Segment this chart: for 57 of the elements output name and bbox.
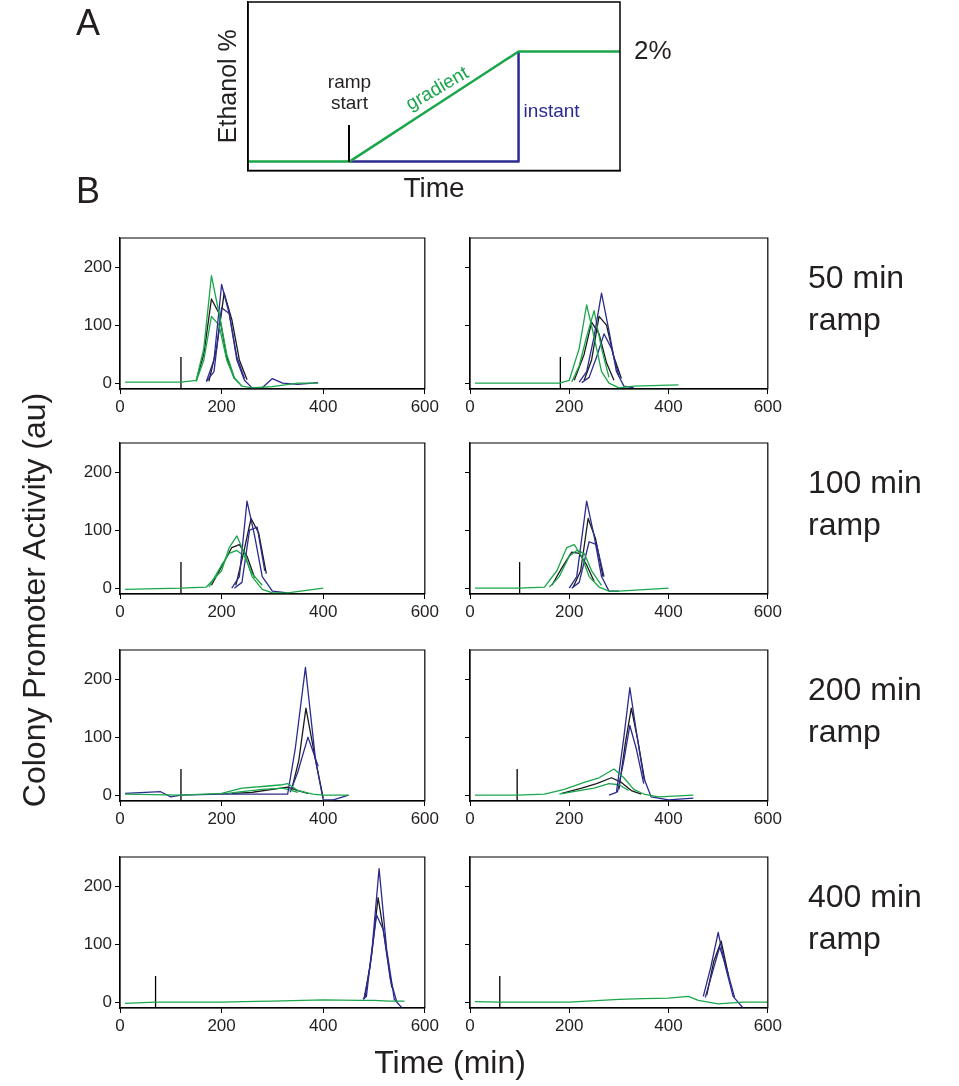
x-axis-title: Time (min) [374, 1044, 526, 1081]
x-tick-label: 600 [753, 601, 783, 621]
x-tick-label: 400 [654, 396, 683, 416]
x-tick-label: 200 [207, 396, 236, 416]
x-tick-label: 600 [410, 1015, 440, 1035]
x-tick-label: 400 [654, 601, 683, 621]
x-tick-label: 200 [555, 396, 584, 416]
y-tick-label: 0 [102, 784, 112, 804]
x-tick-label: 0 [465, 396, 475, 416]
y-tick-label: 200 [83, 668, 112, 688]
x-tick-label: 600 [753, 396, 783, 416]
annotation: instant [523, 100, 581, 122]
x-tick-label: 0 [115, 601, 125, 621]
x-tick-label: 0 [465, 1015, 475, 1035]
text: 200 min ramp [808, 670, 923, 752]
text: B [76, 170, 101, 212]
x-tick-label: 0 [115, 808, 125, 828]
x-tick-label: 400 [309, 1015, 338, 1035]
y-tick-label: 0 [102, 991, 112, 1011]
x-tick-label: 200 [555, 1015, 584, 1035]
annotation: 2% [634, 34, 672, 65]
x-tick-label: 0 [115, 1015, 125, 1035]
x-tick-label: 400 [309, 601, 338, 621]
x-tick-label: 0 [465, 601, 475, 621]
y-tick-label: 200 [83, 875, 112, 895]
x-tick-label: 0 [465, 808, 475, 828]
x-tick-label: 600 [410, 808, 440, 828]
y-tick-label: 100 [83, 519, 112, 539]
x-tick-label: 200 [555, 808, 584, 828]
y-tick-label: 100 [83, 933, 112, 953]
x-tick-label: 400 [654, 1015, 683, 1035]
y-tick-label: 200 [83, 256, 112, 276]
x-tick-label: 200 [207, 601, 236, 621]
x-tick-label: 600 [410, 396, 440, 416]
annotation: ramp start [327, 71, 372, 114]
y-axis-title: Colony Promoter Activity (au) [15, 392, 53, 808]
x-tick-label: 400 [654, 808, 683, 828]
y-tick-label: 0 [102, 372, 112, 392]
x-axis-title: Time [403, 171, 465, 203]
y-axis-title: Ethanol % [212, 29, 241, 144]
x-tick-label: 200 [555, 601, 584, 621]
x-tick-label: 200 [207, 1015, 236, 1035]
y-tick-label: 0 [102, 577, 112, 597]
text: 50 min ramp [808, 258, 906, 340]
x-tick-label: 0 [115, 396, 125, 416]
y-tick-label: 200 [83, 461, 112, 481]
text: A [76, 2, 101, 44]
x-tick-label: 600 [753, 1015, 783, 1035]
x-tick-label: 400 [309, 808, 338, 828]
text: 100 min ramp [808, 463, 923, 545]
y-tick-label: 100 [83, 314, 112, 334]
text: 400 min ramp [808, 877, 923, 959]
y-tick-label: 100 [83, 726, 112, 746]
x-tick-label: 400 [309, 396, 338, 416]
x-tick-label: 600 [410, 601, 440, 621]
x-tick-label: 600 [753, 808, 783, 828]
x-tick-label: 200 [207, 808, 236, 828]
